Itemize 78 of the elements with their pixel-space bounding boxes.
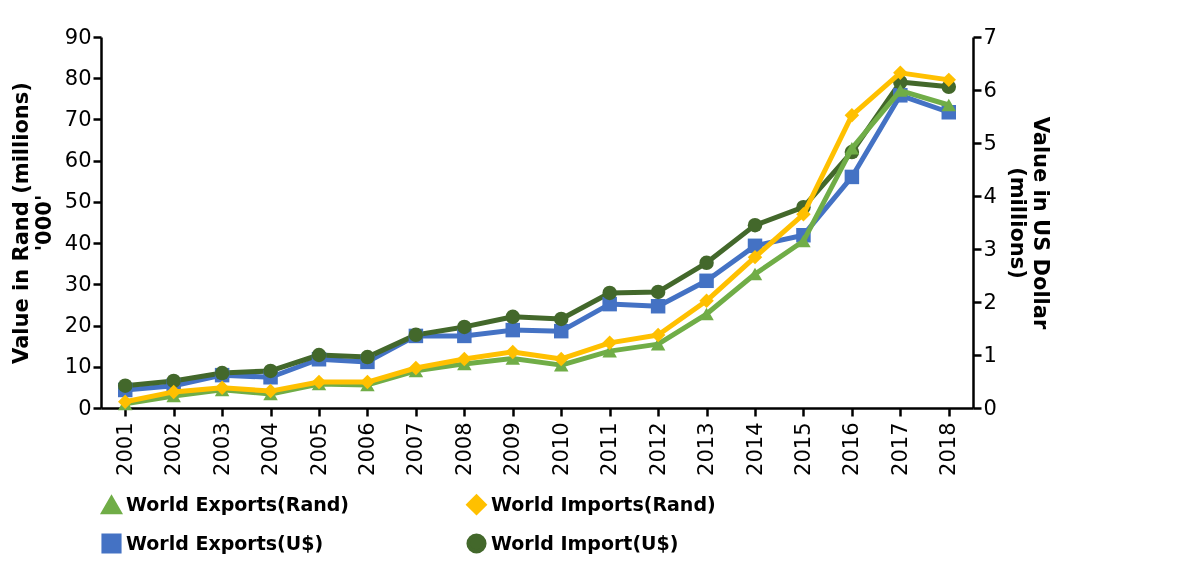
x-tick-label: 2004 <box>258 422 283 476</box>
point <box>941 98 957 112</box>
y-axis-title: Value in Rand (millions) '000' <box>8 82 56 364</box>
point <box>505 344 521 360</box>
point <box>844 169 860 185</box>
x-tick-label: 2009 <box>500 422 525 476</box>
point <box>505 309 521 325</box>
point <box>311 347 327 363</box>
point <box>166 384 181 400</box>
x-tick-label: 2013 <box>694 422 719 476</box>
y-tick-label: 90 <box>64 24 92 49</box>
point <box>699 307 714 321</box>
point <box>457 351 472 367</box>
legend-label: World Import(U$) <box>491 531 679 554</box>
legend-label: World Imports(Rand) <box>491 492 716 515</box>
point <box>893 65 908 81</box>
x-tick-label: 2010 <box>548 422 573 476</box>
y-tick-label: 80 <box>64 65 92 90</box>
point <box>553 351 569 367</box>
x-tick-label: 2007 <box>403 422 428 476</box>
point <box>796 234 811 248</box>
point <box>360 374 375 390</box>
point <box>796 207 811 222</box>
x-tick-label: 2002 <box>161 422 186 476</box>
point <box>699 273 714 289</box>
x-tick-label: 2016 <box>839 422 864 476</box>
point <box>699 255 714 271</box>
point <box>263 363 278 379</box>
y2-tick-label: 3 <box>983 236 997 261</box>
y-tick-label: 30 <box>64 271 92 296</box>
point <box>844 142 860 155</box>
point <box>650 327 666 343</box>
x-tick-label: 2006 <box>354 422 379 476</box>
point <box>747 217 763 233</box>
y-tick-label: 20 <box>64 313 92 338</box>
legend-label: World Exports(U$) <box>126 531 324 554</box>
y2-tick-label: 4 <box>983 183 997 208</box>
y2-tick-label: 6 <box>983 77 997 102</box>
point <box>844 108 860 123</box>
point <box>747 249 763 265</box>
legend-label: World Exports(Rand) <box>126 493 350 516</box>
point <box>505 322 521 338</box>
x-tick-label: 2003 <box>209 422 234 476</box>
point <box>408 360 424 376</box>
x-tick-label: 2008 <box>451 422 476 476</box>
y2-tick-label: 5 <box>983 130 997 155</box>
x-tick-label: 2012 <box>645 422 670 476</box>
x-tick-label: 2018 <box>936 422 961 476</box>
point <box>650 284 666 300</box>
x-tick-label: 2001 <box>112 422 137 476</box>
point <box>602 285 617 301</box>
x-tick-label: 2015 <box>790 422 815 476</box>
x-tick-label: 2017 <box>887 422 912 476</box>
y-tick-label: 70 <box>64 106 92 131</box>
point <box>166 373 181 389</box>
x-tick-label: 2011 <box>597 422 622 476</box>
point <box>553 311 569 327</box>
y-tick-label: 10 <box>64 354 92 379</box>
point <box>650 298 666 314</box>
y2-axis-title: Value in US Dollar (millions) <box>1005 116 1053 330</box>
y-tick-label: 40 <box>64 230 92 255</box>
point <box>941 72 957 88</box>
y-tick-label: 50 <box>64 189 92 214</box>
y2-tick-label: 1 <box>983 342 997 367</box>
y-tick-label: 0 <box>78 395 92 420</box>
y2-tick-label: 2 <box>983 289 997 314</box>
point <box>263 383 278 399</box>
point <box>602 335 617 351</box>
point <box>457 319 472 335</box>
point <box>699 293 714 309</box>
y-tick-label: 60 <box>64 148 92 173</box>
x-tick-label: 2014 <box>742 422 767 476</box>
y2-tick-label: 0 <box>983 395 997 420</box>
x-tick-label: 2005 <box>306 422 331 476</box>
y2-tick-label: 7 <box>983 24 997 49</box>
point <box>893 84 908 97</box>
point <box>117 378 133 393</box>
point <box>360 349 375 365</box>
